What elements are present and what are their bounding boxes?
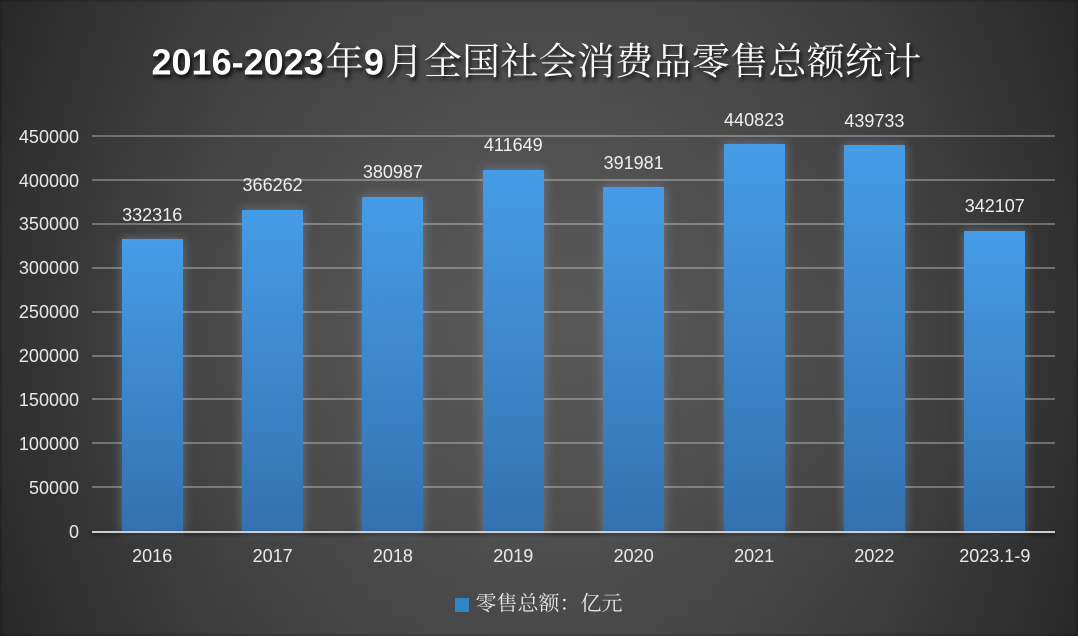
svg-text:2016-2023: 2016-2023 xyxy=(152,42,324,83)
svg-text:9: 9 xyxy=(364,42,384,83)
